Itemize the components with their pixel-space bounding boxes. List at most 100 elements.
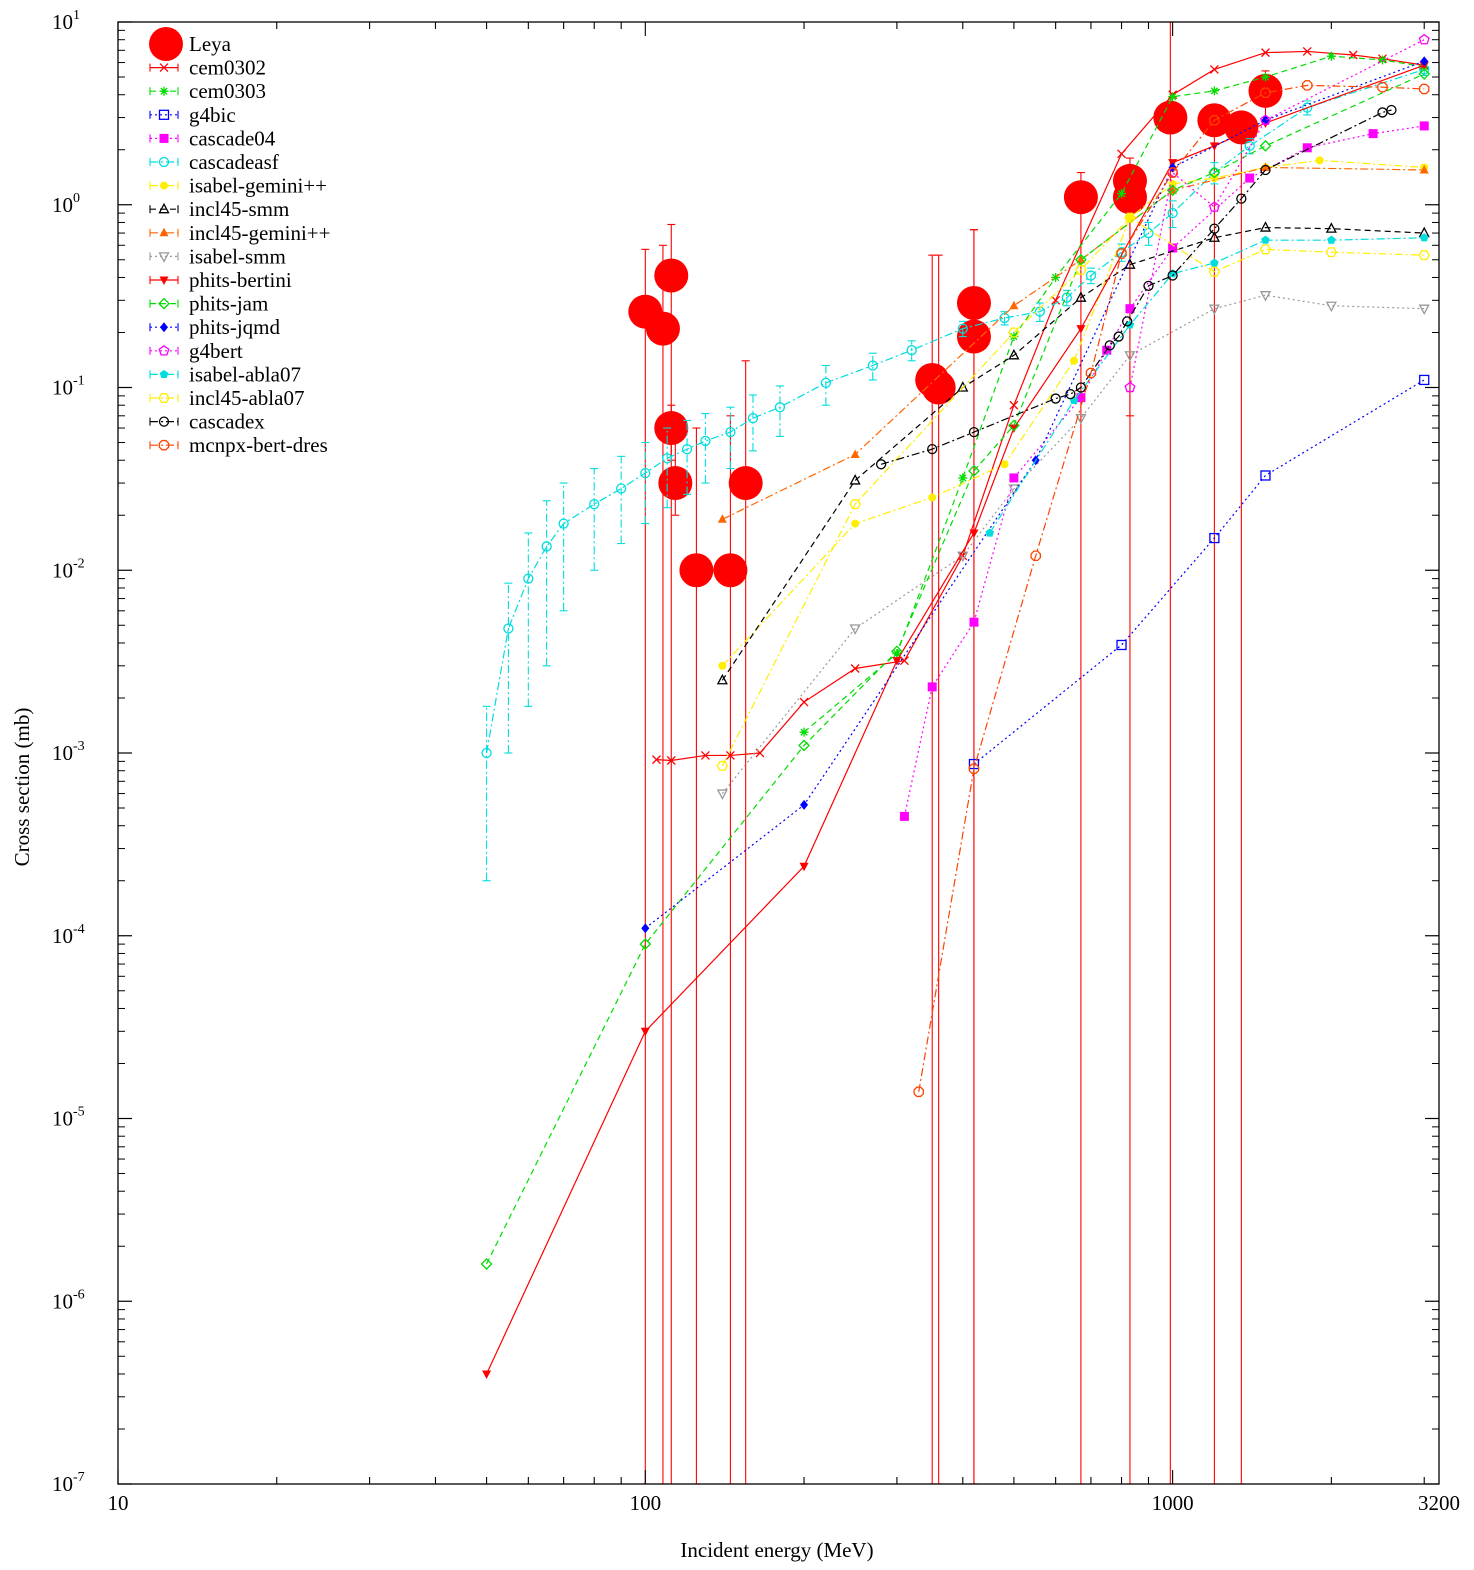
data-point-Leya	[1248, 73, 1283, 108]
series-mcnpx-bert-dres	[913, 80, 1430, 1098]
axes: 10 100 1000 3200 10-7 10-6 10-5 10-4 10-3 10-2 10-…	[52, 8, 1460, 1515]
legend-item-isabel-abla07: isabel-abla07	[149, 362, 301, 386]
data-point-cem0303	[1260, 72, 1270, 82]
y-axis-title: Cross section (mb)	[10, 708, 34, 867]
y-tick-label: 101	[52, 8, 80, 34]
legend-item-phits-jqmd: phits-jqmd	[149, 315, 281, 339]
data-point-cascadex	[1050, 393, 1061, 404]
series-line-cascade04	[903, 125, 1425, 817]
data-point-g4bert	[1124, 381, 1136, 393]
y-tick-label: 10-1	[52, 374, 85, 400]
data-point-mcnpx-bert-dres	[1418, 83, 1430, 95]
data-point-phits-bertini	[892, 657, 902, 666]
legend-label: phits-bertini	[189, 268, 292, 292]
data-point-cascadeasf	[616, 483, 627, 494]
data-point-cascadeasf	[700, 435, 711, 447]
data-point-phits-bertini	[640, 1027, 650, 1037]
data-point-cem0302	[1261, 48, 1270, 58]
data-point-isabel-abla07	[1261, 235, 1270, 244]
data-point-phits-jam	[798, 739, 810, 752]
series-line-mcnpx-bert-dres	[918, 84, 1425, 1092]
error-bar-Leya	[641, 248, 650, 1484]
series-line-cem0302	[656, 50, 1425, 762]
data-point-incl45-smm	[1124, 258, 1136, 269]
legend-label: g4bic	[189, 103, 236, 127]
error-bar-cascadeasf	[683, 419, 692, 495]
x-tick-label: 1000	[1152, 1491, 1194, 1515]
data-point-cascadeasf	[999, 312, 1010, 324]
series-line-incl45-gemini++	[722, 166, 1425, 520]
data-point-cem0302	[666, 756, 676, 765]
data-point-cem0303	[892, 649, 902, 659]
data-point-phits-jqmd	[1420, 56, 1429, 67]
error-bar-cascadeasf	[590, 468, 599, 571]
legend-label: incl45-gemini++	[189, 221, 331, 245]
error-bar-cascadeasf	[907, 340, 916, 362]
error-bar-cascadeasf	[1035, 302, 1044, 322]
data-point-cascade04	[1245, 173, 1255, 183]
data-point-cem0303	[1117, 189, 1127, 199]
error-bar-cascadeasf	[559, 482, 568, 612]
data-point-phits-jqmd	[800, 799, 809, 810]
data-point-cascadex	[1065, 388, 1076, 400]
series-cem0303	[799, 51, 1429, 737]
data-point-cascadeasf	[541, 541, 552, 552]
legend-label: incl45-smm	[189, 197, 289, 221]
data-point-cascadeasf	[681, 443, 693, 455]
data-point-cascadex	[927, 443, 938, 455]
data-point-g4bic	[1209, 532, 1220, 544]
data-point-cem0302	[850, 664, 860, 673]
legend-marker	[159, 133, 169, 143]
data-point-mcnpx-bert-dres	[913, 1086, 924, 1098]
data-point-isabel-gemini++	[1315, 156, 1324, 165]
legend-label: phits-jqmd	[189, 315, 281, 339]
legend-label: isabel-smm	[189, 244, 286, 268]
series-line-incl45-smm	[721, 226, 1425, 681]
series-line-g4bert	[1129, 39, 1425, 388]
legend-label: cascade04	[189, 126, 276, 150]
data-point-cem0302	[1009, 400, 1019, 410]
data-point-phits-jam	[1166, 184, 1179, 197]
legend-label: cem0302	[189, 56, 266, 80]
legend-label: cascadex	[189, 410, 265, 434]
data-point-cem0303	[1377, 55, 1387, 65]
error-bar-Leya	[658, 244, 667, 1484]
data-point-cascadex	[1075, 382, 1087, 393]
x-tick-label: 3200	[1418, 1491, 1460, 1515]
series-cem0302	[652, 46, 1429, 765]
data-point-Leya	[956, 286, 991, 320]
series-cascade04	[899, 121, 1429, 821]
data-point-isabel-smm	[1075, 413, 1087, 425]
y-tick-label: 10-7	[52, 1470, 85, 1496]
data-point-incl45-abla07	[1259, 244, 1272, 255]
data-point-cascadeasf	[867, 360, 878, 371]
data-point-cascade04	[1368, 129, 1378, 139]
series-Leya	[628, 22, 1283, 1484]
data-point-cem0303	[1209, 86, 1219, 96]
data-point-isabel-gemini++	[851, 519, 860, 528]
data-point-mcnpx-bert-dres	[1260, 87, 1271, 99]
series-incl45-smm	[716, 221, 1430, 685]
series-line-isabel-abla07	[989, 237, 1425, 534]
series-line-incl45-abla07	[721, 216, 1425, 767]
series-isabel-smm	[716, 291, 1430, 800]
legend-marker	[159, 227, 169, 237]
data-point-cascadeasf	[1085, 270, 1097, 281]
x-tick-label: 100	[630, 1491, 662, 1515]
series-incl45-abla07	[716, 212, 1430, 771]
legend-marker	[159, 276, 169, 285]
data-point-isabel-smm	[1208, 304, 1220, 316]
data-point-cascadex	[1113, 331, 1124, 342]
series-incl45-gemini++	[717, 162, 1429, 523]
error-bar-Leya	[1237, 117, 1246, 1484]
data-point-Leya	[1063, 180, 1098, 215]
error-bar-cascadeasf	[617, 455, 626, 545]
legend-label: cem0303	[189, 79, 266, 103]
y-tick-label: 10-2	[52, 556, 85, 582]
series-cascadex	[875, 104, 1397, 470]
data-point-incl45-smm	[957, 381, 969, 392]
legend-item-Leya: Leya	[149, 27, 232, 61]
data-point-mcnpx-bert-dres	[1085, 367, 1097, 379]
data-point-Leya	[728, 466, 763, 501]
data-point-phits-bertini	[482, 1370, 492, 1379]
